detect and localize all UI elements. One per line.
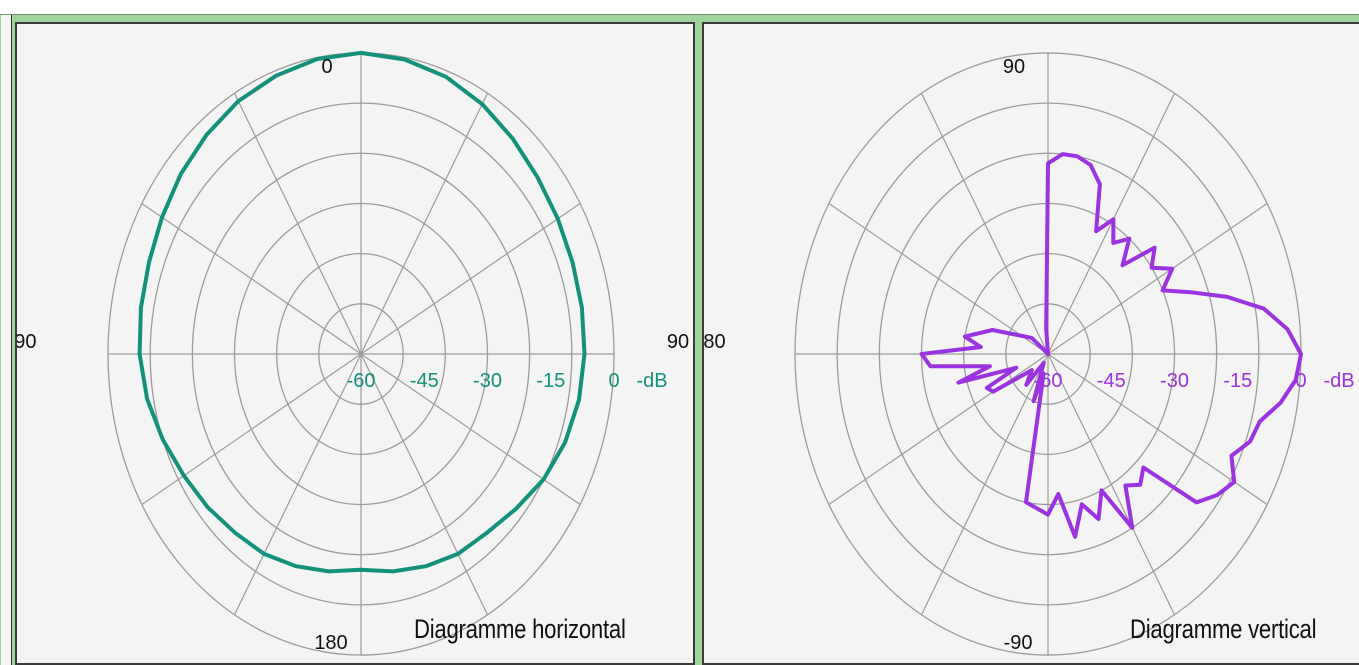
horizontal-radiation-curve bbox=[137, 50, 587, 574]
grid-spoke bbox=[828, 353, 1049, 506]
angle-label-bottom: -90 bbox=[1004, 632, 1033, 654]
angle-label-left: 180 bbox=[704, 331, 726, 353]
radial-tick-label: -60 bbox=[1034, 370, 1063, 392]
grid-spoke bbox=[1047, 202, 1268, 355]
grid-spoke bbox=[360, 353, 489, 615]
angle-label-right: 90 bbox=[667, 331, 689, 353]
angle-label-top: 90 bbox=[1003, 56, 1025, 78]
radial-tick-label: -45 bbox=[410, 370, 439, 392]
radial-unit-label: -dB bbox=[636, 370, 667, 392]
grid-spoke bbox=[360, 202, 581, 355]
radial-tick-label: -30 bbox=[1160, 370, 1189, 392]
chart-title: Diagramme horizontal bbox=[414, 614, 626, 644]
grid-spoke bbox=[141, 353, 362, 506]
angle-label-top: 0 bbox=[321, 56, 332, 78]
radial-tick-label: -30 bbox=[473, 370, 502, 392]
angle-label-left: -90 bbox=[17, 331, 36, 353]
horizontal-polar-chart: 0 90 180 -90 -60 -45 -30 -15 0 -dB bbox=[17, 50, 689, 656]
horizontal-diagram-panel: 0 90 180 -90 -60 -45 -30 -15 0 -dB Diagr… bbox=[15, 22, 695, 665]
horizontal-polar-grid bbox=[107, 52, 615, 656]
angle-label-bottom: 180 bbox=[314, 632, 347, 654]
vertical-radiation-curve bbox=[919, 152, 1303, 539]
grid-spoke bbox=[1047, 93, 1176, 355]
radial-tick-label: 0 bbox=[608, 370, 619, 392]
grid-spoke bbox=[1047, 353, 1268, 506]
grid-spoke bbox=[360, 93, 489, 355]
grid-spoke bbox=[233, 353, 362, 615]
left-window-edge bbox=[1, 15, 12, 665]
radial-tick-label: -15 bbox=[1223, 370, 1252, 392]
vertical-diagram-panel: 90 0 -90 180 -60 -45 -30 -15 0 -dB Diagr… bbox=[702, 22, 1359, 665]
chart-title: Diagramme vertical bbox=[1130, 614, 1317, 644]
vertical-polar-grid bbox=[794, 52, 1302, 656]
radial-tick-label: -60 bbox=[347, 370, 376, 392]
grid-spoke bbox=[233, 93, 362, 355]
grid-spoke bbox=[1047, 353, 1176, 615]
grid-spoke bbox=[828, 202, 1049, 355]
vertical-polar-chart: 90 0 -90 180 -60 -45 -30 -15 0 -dB bbox=[704, 52, 1355, 656]
grid-spoke bbox=[920, 93, 1049, 355]
grid-spoke bbox=[920, 353, 1049, 615]
radial-tick-label: -15 bbox=[536, 370, 565, 392]
radial-unit-label: -dB bbox=[1323, 370, 1354, 392]
radial-tick-label: 0 bbox=[1295, 370, 1306, 392]
radial-tick-label: -45 bbox=[1097, 370, 1126, 392]
grid-spoke bbox=[141, 202, 362, 355]
